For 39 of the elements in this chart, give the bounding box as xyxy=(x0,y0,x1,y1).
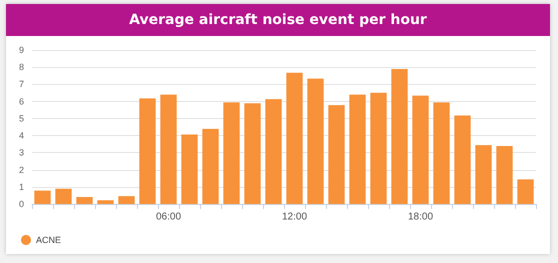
chart-title: Average aircraft noise event per hour xyxy=(6,4,550,36)
y-tick-label: 0 xyxy=(18,199,24,209)
bar xyxy=(181,134,198,204)
y-tick-label: 2 xyxy=(18,164,24,175)
bar xyxy=(97,200,114,204)
y-tick-label: 5 xyxy=(18,113,24,124)
y-tick-label: 8 xyxy=(18,62,24,72)
bar xyxy=(349,94,366,204)
x-tick-label: 06:00 xyxy=(156,212,182,222)
y-tick-label: 1 xyxy=(18,182,24,192)
y-tick-label: 4 xyxy=(18,130,24,141)
legend-label: ACNE xyxy=(36,235,62,245)
bar xyxy=(55,188,72,204)
bar xyxy=(244,103,261,204)
bar xyxy=(34,190,51,204)
bar xyxy=(370,92,387,204)
bar xyxy=(223,102,240,204)
y-tick-label: 7 xyxy=(18,79,24,90)
y-tick-label: 9 xyxy=(18,45,24,55)
y-tick-label: 3 xyxy=(18,148,24,158)
x-tick-label: 12:00 xyxy=(282,212,308,222)
bar xyxy=(496,146,513,204)
bar xyxy=(139,98,156,204)
bar xyxy=(517,179,534,204)
bar xyxy=(433,102,450,204)
bar xyxy=(118,196,135,204)
x-tick-label: 18:00 xyxy=(408,212,434,222)
bar xyxy=(328,105,345,204)
bar xyxy=(286,72,303,204)
bar xyxy=(76,196,93,204)
bar xyxy=(160,94,177,204)
bar xyxy=(202,128,219,204)
bar xyxy=(307,78,324,204)
y-tick-label: 6 xyxy=(18,96,24,106)
bar xyxy=(475,145,492,204)
bar xyxy=(412,96,429,204)
bar xyxy=(391,68,408,204)
bar xyxy=(454,116,471,204)
bar xyxy=(265,99,282,204)
